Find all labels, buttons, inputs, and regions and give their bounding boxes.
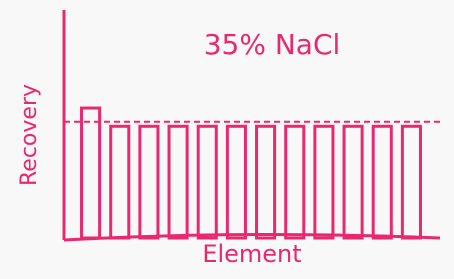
chart: 35% NaCl Recovery Element [0, 0, 454, 279]
chart-title: 35% NaCl [204, 28, 341, 61]
x-axis-label: Element [202, 240, 301, 268]
y-axis-label: Recovery [17, 84, 42, 186]
page: 35% NaCl Recovery Element (() => { const… [0, 0, 454, 279]
